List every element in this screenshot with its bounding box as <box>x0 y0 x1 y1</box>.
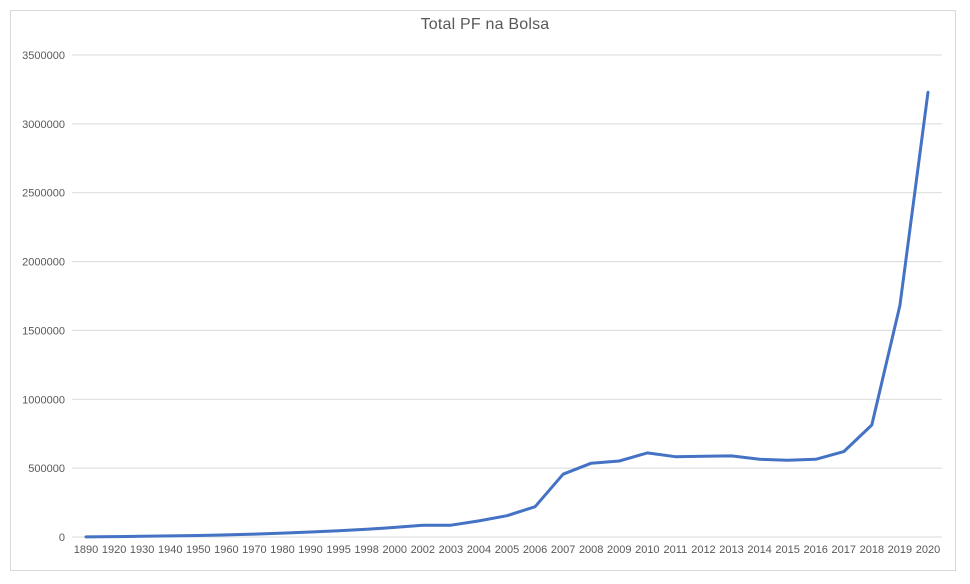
y-axis-tick-label: 3000000 <box>22 119 65 131</box>
x-axis-tick-label: 2013 <box>719 544 743 556</box>
x-axis-tick-label: 2003 <box>439 544 463 556</box>
x-axis-tick-label: 1930 <box>130 544 154 556</box>
x-axis-tick-label: 2014 <box>747 544 771 556</box>
y-axis-tick-label: 1000000 <box>22 394 65 406</box>
x-axis-tick-label: 1980 <box>270 544 294 556</box>
chart-title: Total PF na Bolsa <box>420 16 550 33</box>
x-axis-tick-label: 2007 <box>551 544 575 556</box>
x-axis-tick-label: 2019 <box>888 544 912 556</box>
y-axis-tick-label: 2500000 <box>22 188 65 200</box>
x-axis-tick-label: 2008 <box>579 544 603 556</box>
y-axis-tick-label: 0 <box>59 532 65 544</box>
x-axis-tick-label: 1960 <box>214 544 238 556</box>
x-axis-tick-label: 2004 <box>467 544 491 556</box>
x-axis-tick-label: 2015 <box>775 544 799 556</box>
y-axis-tick-label: 500000 <box>28 463 65 475</box>
y-axis-tick-label: 3500000 <box>22 50 65 62</box>
x-axis-tick-label: 2009 <box>607 544 631 556</box>
x-axis-tick-label: 2002 <box>411 544 435 556</box>
x-axis-tick-label: 2000 <box>382 544 406 556</box>
x-axis-tick-label: 1920 <box>102 544 126 556</box>
x-axis-tick-label: 2017 <box>832 544 856 556</box>
y-axis-tick-label: 1500000 <box>22 325 65 337</box>
x-axis-tick-label: 1950 <box>186 544 210 556</box>
x-axis-tick-label: 2011 <box>664 544 688 556</box>
x-axis-tick-label: 2006 <box>523 544 547 556</box>
x-axis-tick-label: 1998 <box>354 544 378 556</box>
x-axis-tick-label: 1970 <box>242 544 266 556</box>
x-axis-tick-label: 1995 <box>326 544 350 556</box>
x-axis-tick-label: 2018 <box>860 544 884 556</box>
x-axis-tick-label: 2005 <box>495 544 519 556</box>
chart-border <box>10 10 956 571</box>
x-axis-tick-label: 2012 <box>691 544 715 556</box>
x-axis-tick-label: 2016 <box>803 544 827 556</box>
x-axis-tick-label: 1990 <box>298 544 322 556</box>
x-axis-tick-label: 1890 <box>74 544 98 556</box>
series-line <box>84 90 930 539</box>
x-axis-tick-label: 2020 <box>916 544 940 556</box>
y-axis-tick-label: 2000000 <box>22 257 65 269</box>
x-axis-tick-label: 1940 <box>158 544 182 556</box>
x-axis-tick-label: 2010 <box>635 544 659 556</box>
